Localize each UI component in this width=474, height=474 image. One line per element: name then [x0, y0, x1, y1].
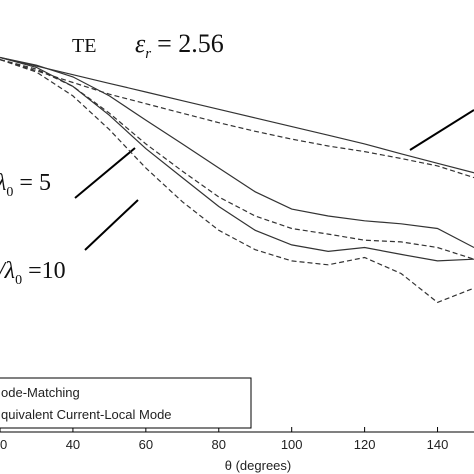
symbol: ε — [135, 29, 146, 58]
x-tick-label: 40 — [66, 437, 80, 452]
series-line — [0, 59, 474, 260]
subscript: r — [145, 46, 151, 62]
subscript: 0 — [15, 273, 22, 288]
x-tick-label: 80 — [212, 437, 226, 452]
series-line — [0, 59, 474, 179]
x-tick-label: 60 — [139, 437, 153, 452]
symbol: /λ — [0, 258, 15, 284]
value: = 5 — [19, 170, 51, 196]
x-tick-label: 20 — [0, 437, 7, 452]
x-axis-label: θ (degrees) — [225, 458, 291, 473]
legend: ode-Matching quivalent Current-Local Mode — [0, 377, 252, 429]
legend-label: quivalent Current-Local Mode — [1, 407, 172, 422]
permittivity-label: εr = 2.56 — [135, 29, 224, 62]
legend-label: ode-Matching — [1, 385, 80, 400]
mode-label: TE — [72, 35, 96, 57]
size-10-label: /λ0 =10 — [0, 258, 66, 288]
x-tick-label: 100 — [281, 437, 303, 452]
value: = 2.56 — [157, 29, 224, 58]
x-tick-label: 140 — [427, 437, 449, 452]
x-tick-label: 120 — [354, 437, 376, 452]
legend-box — [0, 377, 252, 429]
annotations: TE εr= 2.56 λ0= 5 /λ0=10 — [0, 29, 474, 288]
series-line — [0, 56, 474, 262]
series-line — [0, 59, 474, 304]
subscript: 0 — [6, 185, 13, 200]
series-line — [0, 56, 474, 249]
value: =10 — [28, 258, 66, 284]
symbol: λ — [0, 170, 6, 196]
pointer — [84, 199, 139, 251]
size-5-label: λ0 = 5 — [0, 170, 51, 200]
pointer — [74, 147, 136, 199]
pointer — [409, 109, 474, 151]
series-line — [0, 56, 474, 174]
